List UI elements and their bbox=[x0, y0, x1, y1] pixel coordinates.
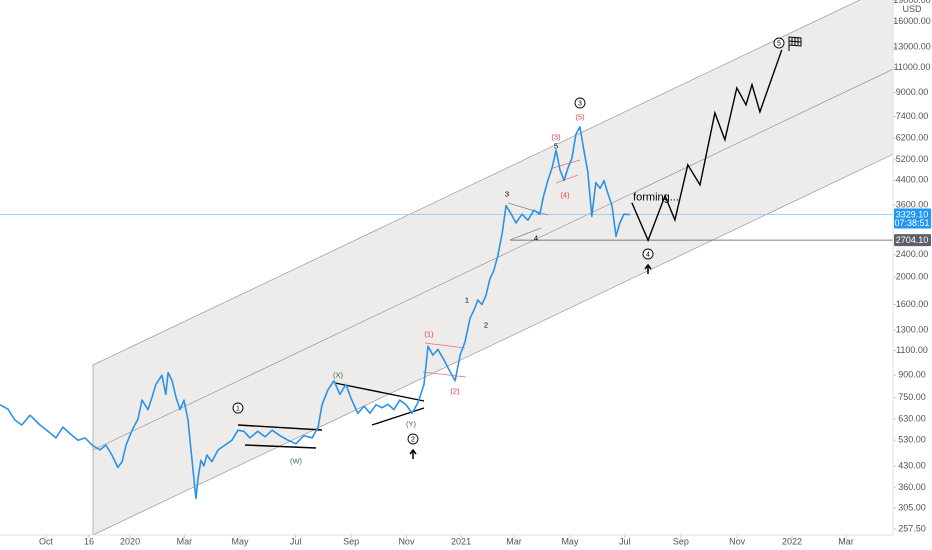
trend-line bbox=[237, 424, 323, 431]
x-tick-label: Sep bbox=[343, 536, 359, 546]
x-tick-label: 16 bbox=[84, 536, 94, 546]
x-tick-label: 2022 bbox=[782, 536, 802, 546]
wave-label: (5) bbox=[575, 112, 585, 121]
wave-label: 5 bbox=[554, 141, 558, 150]
wave-label: 1 bbox=[465, 295, 469, 304]
level-box bbox=[894, 234, 931, 247]
y-tick-label: 257.50 bbox=[898, 523, 926, 533]
y-tick-label: 1300.00 bbox=[896, 324, 929, 334]
y-tick-label: 13000.00 bbox=[893, 42, 931, 52]
wave-circle bbox=[574, 97, 586, 109]
y-tick-label: 530.00 bbox=[898, 435, 926, 445]
y-tick-label: 5200.00 bbox=[896, 154, 929, 164]
trend-line bbox=[552, 159, 581, 169]
wave-label: 3 bbox=[505, 189, 509, 198]
flag bbox=[788, 36, 802, 47]
y-tick-label: 430.00 bbox=[898, 460, 926, 470]
wave-label: 1 bbox=[236, 405, 240, 412]
y-tick-label: 305.00 bbox=[898, 502, 926, 512]
arrow bbox=[409, 448, 417, 459]
x-tick-label: May bbox=[561, 536, 579, 546]
last-price-box bbox=[894, 208, 931, 229]
projection-line bbox=[631, 49, 783, 243]
wave-circle bbox=[407, 433, 419, 445]
y-tick-label: 2400.00 bbox=[896, 249, 929, 259]
wave-label: (4) bbox=[560, 190, 570, 199]
wave-label: 4 bbox=[534, 233, 538, 242]
axis-mask-bottom bbox=[0, 535, 932, 550]
wave-label: 5 bbox=[777, 40, 781, 47]
y-tick-label: 16000.00 bbox=[893, 16, 931, 26]
x-tick-label: Mar bbox=[177, 536, 193, 546]
y-tick-label: 2000.00 bbox=[896, 272, 929, 282]
y-tick-label: 19000.00 bbox=[893, 0, 931, 5]
x-tick-label: Nov bbox=[729, 536, 746, 546]
x-tick-label: Oct bbox=[39, 536, 54, 546]
wave-label: (1) bbox=[424, 329, 434, 338]
wave-circle bbox=[642, 248, 654, 260]
y-tick-label: 9000.00 bbox=[896, 87, 929, 97]
y-tick-label: 4400.00 bbox=[896, 175, 929, 185]
trend-line bbox=[244, 444, 317, 449]
axis-mask-right bbox=[893, 0, 932, 550]
wave-label: 3 bbox=[578, 100, 582, 107]
y-tick-label: 630.00 bbox=[898, 413, 926, 423]
countdown: 07:38:51 bbox=[894, 218, 929, 228]
trend-line bbox=[422, 371, 467, 378]
wave-label: (2) bbox=[450, 386, 460, 395]
trend-line bbox=[334, 382, 425, 402]
channel bbox=[92, 0, 894, 536]
x-tick-label: May bbox=[231, 536, 249, 546]
wave-circle bbox=[232, 402, 244, 414]
x-tick-label: Nov bbox=[398, 536, 415, 546]
wave-label: forming... bbox=[633, 191, 679, 203]
x-tick-label: Mar bbox=[838, 536, 854, 546]
y-tick-label: 7400.00 bbox=[896, 111, 929, 121]
wave-label: (W) bbox=[290, 456, 303, 465]
y-tick-label: 11000.00 bbox=[894, 62, 931, 72]
y-tick-label: 1600.00 bbox=[896, 299, 929, 309]
y-tick-label: 3600.00 bbox=[896, 199, 929, 209]
wave-label: 4 bbox=[646, 251, 650, 258]
trend-line bbox=[371, 407, 425, 426]
y-tick-label: 1100.00 bbox=[896, 345, 928, 355]
wave-circle bbox=[773, 37, 785, 49]
y-unit: USD bbox=[902, 4, 922, 14]
y-tick-label: 6200.00 bbox=[896, 133, 929, 143]
x-tick-label: Jul bbox=[290, 536, 302, 546]
x-tick-label: 2020 bbox=[120, 536, 140, 546]
last-price-label: 3329.10 bbox=[896, 209, 929, 219]
trend-line bbox=[509, 227, 542, 241]
trend-line bbox=[507, 202, 549, 216]
wave-label: (Y) bbox=[406, 419, 417, 428]
channel-midline bbox=[92, 68, 894, 451]
wave-label: (3) bbox=[551, 132, 561, 141]
y-tick-label: 360.00 bbox=[898, 482, 926, 492]
wave-label: (X) bbox=[333, 370, 344, 379]
x-tick-label: 2021 bbox=[451, 536, 471, 546]
trend-line bbox=[424, 342, 466, 349]
level-label: 2704.10 bbox=[896, 235, 929, 245]
arrow bbox=[644, 263, 652, 274]
x-tick-label: Mar bbox=[506, 536, 522, 546]
y-tick-label: 900.00 bbox=[898, 370, 926, 380]
price-line bbox=[0, 126, 630, 500]
wave-label: 2 bbox=[411, 436, 415, 443]
wave-label: 2 bbox=[484, 320, 488, 329]
x-tick-label: Jul bbox=[619, 536, 631, 546]
y-tick-label: 750.00 bbox=[898, 392, 926, 402]
x-tick-label: Sep bbox=[673, 536, 689, 546]
trend-line bbox=[555, 174, 579, 184]
